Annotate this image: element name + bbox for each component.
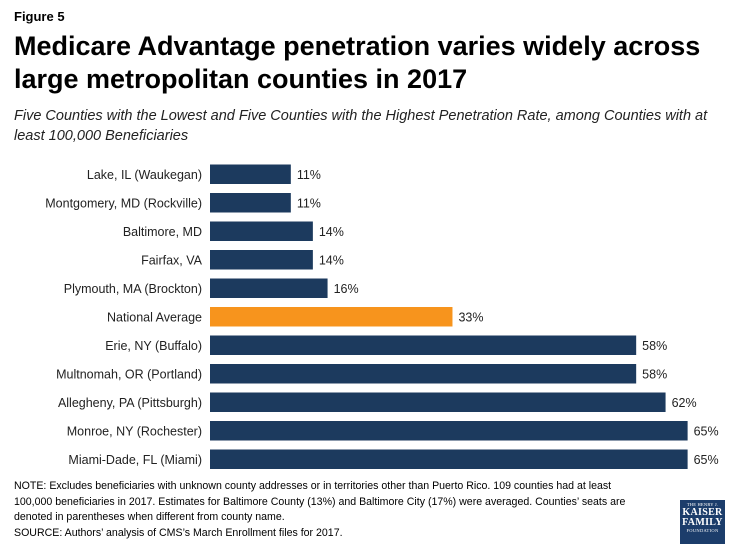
value-label-national-average: 33% — [458, 310, 483, 324]
bar-multnomah-or-portland — [210, 364, 637, 384]
note-line: NOTE: Excludes beneficiaries with unknow… — [14, 480, 612, 492]
note-line: 100,000 beneficiaries in 2017. Estimates… — [14, 495, 626, 508]
value-label-montgomery-md-rockville: 11% — [297, 196, 321, 210]
bar-baltimore-md — [210, 221, 313, 241]
bar-allegheny-pa-pittsburgh — [210, 392, 666, 412]
category-label-baltimore-md: Baltimore, MD — [123, 225, 202, 239]
bar-miami-dade-fl-miami — [210, 449, 688, 469]
bar-erie-ny-buffalo — [210, 335, 637, 355]
value-label-plymouth-ma-brockton: 16% — [334, 282, 359, 296]
kff-logo: THE HENRY J. KAISER FAMILY FOUNDATION — [680, 500, 725, 544]
bar-montgomery-md-rockville — [210, 193, 291, 213]
category-label-montgomery-md-rockville: Montgomery, MD (Rockville) — [45, 196, 202, 210]
category-label-national-average: National Average — [107, 310, 202, 324]
value-label-allegheny-pa-pittsburgh: 62% — [672, 396, 697, 410]
value-label-erie-ny-buffalo: 58% — [642, 339, 667, 353]
category-label-monroe-ny-rochester: Monroe, NY (Rochester) — [67, 424, 202, 438]
category-label-allegheny-pa-pittsburgh: Allegheny, PA (Pittsburgh) — [58, 396, 202, 410]
logo-text: THE HENRY J. — [686, 502, 719, 507]
bar-chart: Lake, IL (Waukegan) 11% Montgomery, MD (Ro… — [45, 164, 719, 469]
category-label-erie-ny-buffalo: Erie, NY (Buffalo) — [105, 339, 202, 353]
value-label-miami-dade-fl-miami: 65% — [694, 453, 719, 467]
logo-text: FAMILY — [682, 517, 723, 528]
source-line: SOURCE: Authors’ analysis of CMS’s March… — [14, 526, 343, 539]
chart-notes: NOTE: Excludes beneficiaries with unknow… — [14, 479, 669, 541]
value-label-baltimore-md: 14% — [319, 225, 344, 239]
chart-subtitle: Five Counties with the Lowest and Five C… — [14, 108, 708, 144]
logo-text: FOUNDATION — [686, 528, 719, 533]
bar-national-average — [210, 307, 453, 327]
figure-label: Figure 5 — [14, 9, 65, 24]
category-label-plymouth-ma-brockton: Plymouth, MA (Brockton) — [64, 282, 202, 296]
category-label-miami-dade-fl-miami: Miami-Dade, FL (Miami) — [68, 453, 202, 467]
note-line: denoted in parentheses when different fr… — [14, 511, 285, 523]
value-label-multnomah-or-portland: 58% — [642, 367, 667, 381]
category-label-multnomah-or-portland: Multnomah, OR (Portland) — [56, 367, 202, 381]
bar-plymouth-ma-brockton — [210, 278, 328, 298]
bar-fairfax-va — [210, 250, 313, 270]
value-label-monroe-ny-rochester: 65% — [694, 424, 719, 438]
value-label-lake-il-waukegan: 11% — [297, 168, 321, 182]
logo-text: KAISER — [682, 507, 723, 518]
bar-lake-il-waukegan — [210, 164, 291, 184]
category-label-lake-il-waukegan: Lake, IL (Waukegan) — [87, 168, 202, 182]
category-label-fairfax-va: Fairfax, VA — [141, 253, 203, 267]
chart-title: Medicare Advantage penetration varies wi… — [14, 31, 701, 94]
value-label-fairfax-va: 14% — [319, 253, 344, 267]
bar-monroe-ny-rochester — [210, 421, 688, 441]
